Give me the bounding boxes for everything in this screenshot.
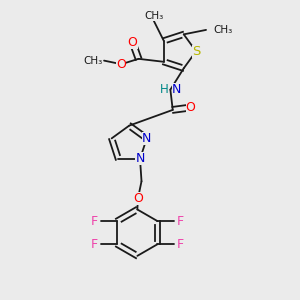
Text: CH₃: CH₃ [214, 25, 233, 35]
Text: O: O [128, 36, 137, 49]
Text: F: F [91, 214, 98, 228]
Text: N: N [172, 83, 182, 96]
Text: F: F [177, 238, 184, 251]
Text: F: F [177, 214, 184, 228]
Text: O: O [116, 58, 126, 71]
Text: N: N [142, 132, 152, 145]
Text: N: N [135, 152, 145, 166]
Text: H: H [160, 83, 169, 96]
Text: F: F [91, 238, 98, 251]
Text: CH₃: CH₃ [83, 56, 103, 66]
Text: CH₃: CH₃ [144, 11, 164, 21]
Text: S: S [192, 45, 200, 58]
Text: O: O [186, 101, 196, 114]
Text: O: O [133, 192, 143, 205]
